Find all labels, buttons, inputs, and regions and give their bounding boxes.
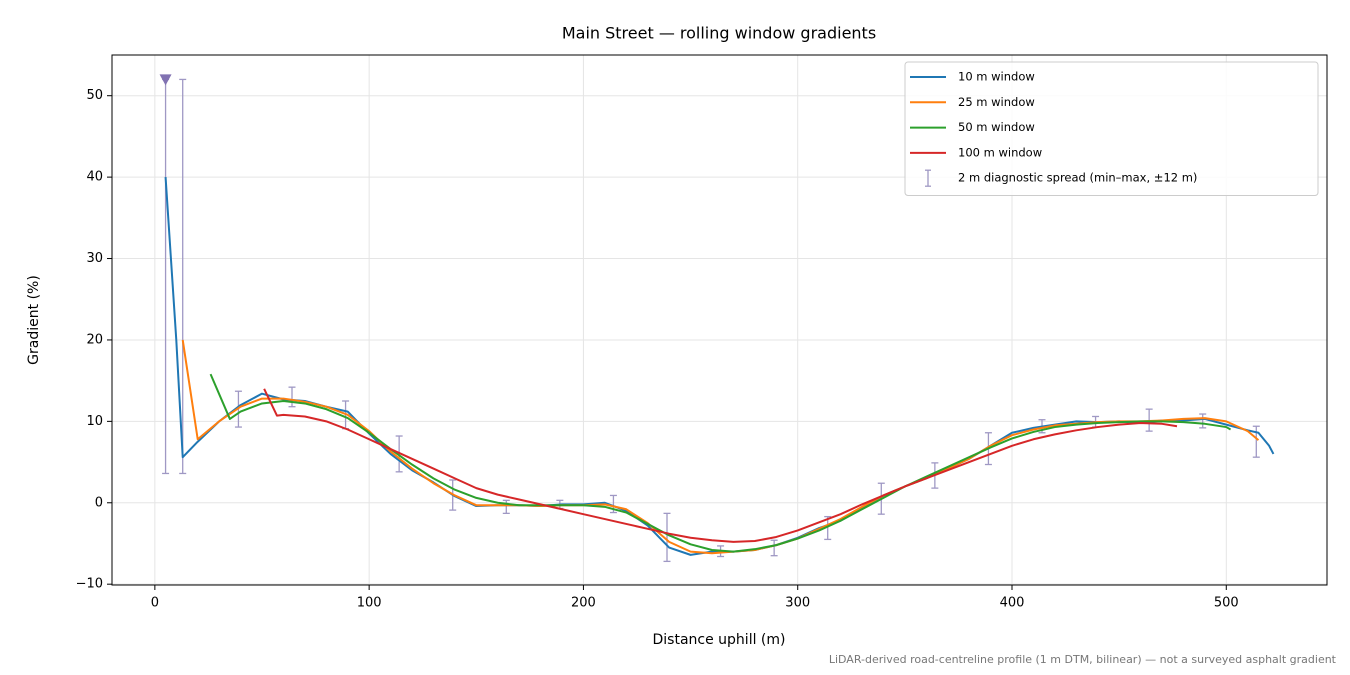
legend-label: 2 m diagnostic spread (min–max, ±12 m) (958, 171, 1197, 185)
clip-marker (159, 74, 172, 86)
y-tick-label: 0 (95, 495, 103, 510)
series-line (209, 373, 1232, 553)
plot-area (162, 78, 1275, 563)
y-tick-label: 30 (86, 251, 103, 266)
x-axis-label: Distance uphill (m) (653, 632, 786, 648)
x-tick-label: 500 (1214, 596, 1239, 611)
legend-box (904, 61, 1319, 196)
y-tick-label: 10 (86, 414, 103, 429)
y-tick-label: 20 (86, 332, 103, 347)
x-tick-label: 0 (151, 596, 159, 611)
y-tick-label: 40 (86, 170, 103, 185)
y-axis-label: Gradient (%) (26, 275, 42, 365)
x-tick-label: 100 (357, 596, 382, 611)
plot-frame (111, 54, 1328, 586)
y-tick-label: 50 (86, 88, 103, 103)
legend-label: 10 m window (958, 70, 1035, 84)
chart-title: Main Street — rolling window gradients (562, 24, 876, 43)
legend-label: 100 m window (958, 145, 1042, 159)
x-tick-label: 400 (1000, 596, 1025, 611)
x-tick-label: 200 (571, 596, 596, 611)
y-tick-label: −10 (76, 577, 103, 592)
series-line (263, 388, 1178, 543)
footnote: LiDAR-derived road-centreline profile (1… (829, 653, 1337, 666)
legend-label: 25 m window (958, 95, 1035, 109)
x-tick-label: 300 (785, 596, 810, 611)
legend-label: 50 m window (958, 120, 1035, 134)
